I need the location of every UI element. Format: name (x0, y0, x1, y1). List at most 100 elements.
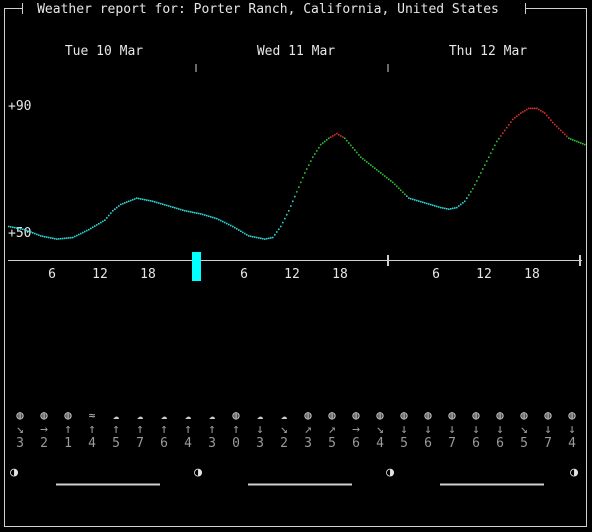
temperature-point (564, 133, 566, 136)
temperature-point (166, 204, 168, 207)
temperature-point (50, 237, 52, 239)
wind-speed-row: 3 2 1 4 5 7 6 4 3 0 3 2 3 5 6 4 5 6 7 6 6 5 7 4 (16, 436, 576, 451)
temperature-point (314, 153, 316, 155)
temperature-point (310, 160, 312, 162)
wind-direction-arrow: ↓ (544, 422, 552, 437)
hour-tick-label: 18 (332, 267, 348, 282)
temperature-point (502, 132, 504, 134)
temperature-point (190, 211, 192, 213)
temperature-point (110, 212, 112, 214)
temperature-point (390, 180, 392, 182)
temperature-point (228, 223, 230, 226)
y-label-max: +90 (8, 99, 31, 114)
temperature-point (364, 159, 366, 162)
temperature-point (424, 202, 426, 204)
temperature-point (262, 237, 264, 240)
temperature-point (254, 236, 256, 238)
temperature-point (498, 137, 500, 140)
wind-speed-value: 2 (40, 436, 48, 451)
temperature-point (240, 230, 242, 233)
temperature-point (92, 226, 94, 229)
temperature-point (142, 198, 144, 201)
temperature-point (88, 228, 90, 231)
temperature-point (540, 109, 542, 112)
temperature-point (140, 198, 142, 200)
temperature-point (400, 189, 402, 192)
temperature-point (158, 202, 160, 204)
temperature-point (66, 237, 68, 239)
temperature-point (136, 197, 138, 199)
temperature-point (582, 143, 584, 145)
temperature-point (360, 156, 362, 158)
temperature-point (260, 237, 262, 240)
temperature-point (466, 197, 468, 199)
temperature-point (256, 236, 258, 239)
temperature-point (244, 232, 246, 235)
temperature-point (272, 236, 274, 239)
temperature-point (352, 146, 354, 149)
temperature-point (30, 231, 32, 233)
moon-phase-icon-3: ◑ (386, 465, 394, 480)
temperature-point (378, 170, 380, 173)
temperature-point (268, 237, 270, 240)
wind-direction-arrow: ↓ (424, 422, 432, 437)
temperature-point (520, 112, 522, 114)
temperature-point (572, 139, 574, 141)
temperature-point (420, 200, 422, 203)
temperature-point (584, 143, 586, 146)
temperature-point (178, 208, 180, 210)
temperature-point (134, 198, 136, 200)
temperature-point (438, 206, 440, 208)
wind-speed-value: 4 (376, 436, 384, 451)
temperature-point (212, 216, 214, 219)
temperature-point (318, 146, 320, 149)
wind-direction-arrow: → (40, 422, 48, 437)
temperature-point (372, 165, 374, 168)
temperature-point (290, 205, 292, 207)
wind-direction-arrow: ↓ (448, 422, 456, 437)
temperature-point (490, 152, 492, 155)
temperature-point (152, 200, 154, 203)
temperature-point (542, 111, 544, 113)
temperature-point (292, 200, 294, 203)
temperature-point (448, 208, 450, 210)
temperature-point (22, 228, 24, 231)
temperature-point (96, 224, 98, 226)
temperature-point (492, 148, 494, 151)
moon-icon: ◍ (352, 408, 360, 422)
wind-speed-value: 5 (112, 436, 120, 451)
temperature-point (126, 201, 128, 203)
day-label-2: Wed 11 Mar (257, 44, 335, 59)
temperature-point (416, 199, 418, 202)
wind-speed-value: 3 (304, 436, 312, 451)
moon-icon: ◍ (376, 408, 384, 422)
temperature-point (330, 136, 332, 138)
temperature-point (534, 107, 536, 110)
temperature-point (356, 151, 358, 154)
temperature-point (456, 206, 458, 209)
temperature-point (472, 187, 474, 190)
temperature-point (326, 139, 328, 141)
temperature-point (350, 144, 352, 147)
temperature-point (518, 113, 520, 116)
temperature-point (408, 197, 410, 199)
moon-icon: ◍ (64, 408, 72, 422)
partly-cloudy-icon: ☁ (161, 409, 168, 422)
temperature-point (548, 117, 550, 119)
temperature-point (276, 231, 278, 233)
hour-tick-label: 12 (92, 267, 108, 282)
temperature-point (26, 229, 28, 232)
temperature-point (348, 142, 350, 144)
temperature-point (332, 135, 334, 137)
y-label-min: +50 (8, 226, 31, 241)
temperature-point (208, 215, 210, 218)
temperature-point (342, 136, 344, 138)
temperature-point (538, 108, 540, 111)
temperature-point (300, 181, 302, 184)
moon-icon: ◍ (328, 408, 336, 422)
wind-direction-arrow: ↓ (400, 422, 408, 437)
moon-icon: ◍ (40, 408, 48, 422)
temperature-point (554, 123, 556, 126)
temperature-point (258, 237, 260, 239)
wind-speed-value: 5 (400, 436, 408, 451)
